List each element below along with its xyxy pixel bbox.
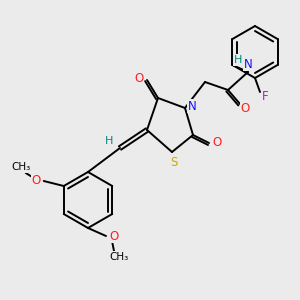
Text: N: N — [188, 100, 196, 112]
Text: O: O — [212, 136, 222, 149]
Text: F: F — [262, 91, 268, 103]
Text: O: O — [240, 103, 250, 116]
Text: CH₃: CH₃ — [11, 162, 30, 172]
Text: O: O — [31, 175, 40, 188]
Text: H: H — [234, 55, 242, 65]
Text: H: H — [105, 136, 113, 146]
Text: O: O — [110, 230, 118, 242]
Text: CH₃: CH₃ — [110, 252, 129, 262]
Text: N: N — [244, 58, 252, 70]
Text: S: S — [170, 155, 178, 169]
Text: O: O — [134, 71, 144, 85]
